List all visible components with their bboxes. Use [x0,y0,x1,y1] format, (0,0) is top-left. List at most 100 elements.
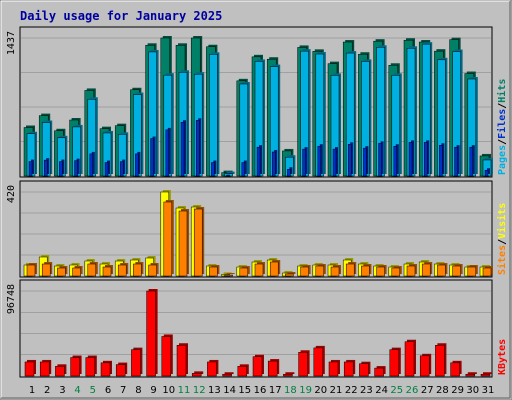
middle-sites-bar-17-face [269,261,279,277]
top-pages-bar-5 [89,151,95,177]
top-pages-bar-11-depth [183,120,186,174]
x-tick-label-20: 20 [314,385,327,396]
middle-sites-bar-3-face [57,267,66,277]
top-pages-bar-5-depth [91,151,95,174]
middle-sites-bar-30-face [467,266,477,277]
x-tick-label-21: 21 [330,385,343,396]
middle-sites-bar-30 [467,265,478,277]
middle-sites-bar-3 [57,266,68,277]
middle-sites-bar-8-face [133,263,142,277]
top-pages-bar-9-face [150,138,154,177]
top-pages-bar-7-face [119,161,124,177]
middle-sites-bar-8 [133,262,144,277]
middle-sites-bar-1-face [26,264,36,277]
bottom-kbytes-bar-14-face [222,373,232,377]
bottom-kbytes-bar-28-face [435,345,445,377]
top-pages-bar-25-face [393,145,398,177]
bottom-kbytes-bar-8 [131,347,143,377]
top-pages-bar-12-depth [198,118,202,174]
bottom-kbytes-bar-25-face [389,349,400,377]
top-pages-bar-11-face [180,121,185,177]
bottom-kbytes-bar-15-face [237,366,248,377]
bottom-kbytes-bar-27 [419,353,432,377]
bottom-kbytes-bar-2 [39,359,52,377]
top-pages-bar-3-face [59,161,63,177]
middle-sites-bar-27-face [421,263,431,277]
top-pages-bar-22 [347,142,354,177]
legend-entry: Files [496,109,508,139]
bottom-kbytes-bar-16-face [252,356,263,377]
x-tick-label-27: 27 [421,385,434,396]
legend-entry: / [497,239,508,245]
top-pages-bar-12 [195,118,202,177]
top-pages-bar-9 [150,136,156,177]
bottom-kbytes-bar-20 [313,345,325,377]
top-pages-bar-7-depth [122,159,126,174]
top-pages-bar-18-depth [289,167,293,174]
top-pages-bar-24-face [378,143,382,177]
top-pages-bar-21-face [332,148,337,177]
bottom-kbytes-bar-23-face [359,363,369,377]
bottom-kbytes-bar-5-face [85,357,96,377]
bottom-kbytes-bar-10-face [161,336,172,377]
top-ymax-label: 1437 [6,31,17,55]
middle-sites-bar-13-face [209,266,218,277]
middle-sites-bar-18 [285,272,296,277]
x-tick-label-4: 4 [74,385,80,396]
bottom-kbytes-bar-21-face [328,361,339,377]
x-tick-label-5: 5 [90,385,96,396]
bottom-ymax-label: 96748 [6,284,17,314]
bottom-kbytes-bar-31-depth [483,372,492,374]
top-pages-bar-2 [43,158,50,177]
top-pages-bar-13-face [211,162,215,177]
bottom-kbytes-bar-30 [465,372,477,377]
top-pages-bar-1-face [28,161,33,177]
top-pages-bar-14-face [226,174,230,177]
bottom-kbytes-bar-19 [298,350,310,377]
bottom-kbytes-bar-11-face [176,345,187,377]
x-tick-label-14: 14 [223,385,236,396]
top-pages-bar-19 [302,147,308,177]
middle-sites-bar-2-face [41,263,51,277]
legend-entry: / [497,139,508,145]
middle-sites-bar-15 [239,266,250,277]
top-pages-bar-18-face [287,169,291,177]
x-tick-label-13: 13 [208,385,221,396]
top-pages-bar-27-face [423,142,428,177]
middle-sites-bar-7-face [117,264,127,277]
bottom-kbytes-bar-3 [55,364,67,377]
chart-title: Daily usage for January 2025 [20,9,222,23]
top-pages-bar-4 [74,158,80,177]
top-pages-bar-23 [363,146,369,177]
labels-layer: 1437Pages/Files/Hits420Sites/Visits96748… [6,31,508,396]
top-pages-bar-3-depth [61,159,65,174]
top-pages-bar-21 [332,147,338,177]
middle-sites-bar-26 [406,264,417,277]
top-pages-bar-10-depth [167,127,171,174]
middle-sites-bar-25 [391,266,402,277]
bottom-kbytes-bar-30-face [465,373,476,377]
x-tick-label-9: 9 [150,385,156,396]
x-tick-label-24: 24 [375,385,388,396]
top-pages-bar-24-depth [380,141,384,174]
top-pages-bar-19-face [302,148,306,177]
top-pages-bar-20-face [317,145,322,177]
top-pages-bar-16-depth [259,145,262,174]
bottom-kbytes-bar-17 [267,359,280,377]
middle-sites-bar-21 [330,265,341,277]
bottom-kbytes-bar-8-face [131,349,141,377]
top-pages-bar-28-face [439,145,443,177]
x-tick-label-16: 16 [254,385,267,396]
top-pages-bar-23-face [363,147,367,177]
x-tick-label-31: 31 [482,385,495,396]
middle-sites-bar-10-face [163,201,173,277]
top-pages-bar-22-depth [350,142,354,174]
top-pages-bar-31-face [484,169,489,177]
middle-sites-bar-4 [72,266,83,277]
top-legend: Pages/Files/Hits [496,79,508,175]
middle-sites-bar-16 [254,262,265,277]
top-pages-bar-30 [469,145,475,177]
middle-sites-bar-11-face [178,210,188,277]
middle-ymax-label: 420 [6,185,17,203]
top-pages-bar-30-face [469,146,474,177]
